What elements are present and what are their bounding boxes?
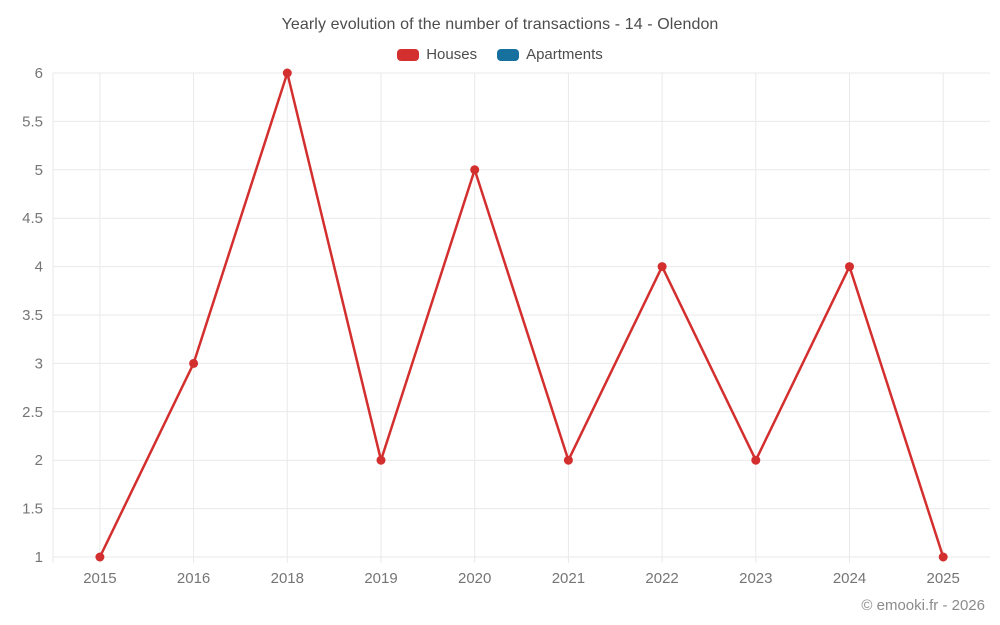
y-tick-label: 4.5: [22, 210, 43, 227]
y-tick-label: 6: [35, 65, 43, 82]
legend-label: Apartments: [526, 46, 603, 63]
y-tick-label: 1: [35, 549, 43, 566]
y-tick-label: 4: [35, 259, 43, 276]
y-tick-label: 3.5: [22, 307, 43, 324]
x-tick-label: 2019: [364, 570, 397, 587]
data-point[interactable]: [751, 455, 761, 465]
y-tick-label: 2.5: [22, 404, 43, 421]
y-tick-label: 1.5: [22, 501, 43, 518]
legend-item-houses[interactable]: Houses: [397, 46, 477, 63]
data-point[interactable]: [189, 358, 199, 368]
legend-label: Houses: [426, 46, 478, 63]
x-tick-label: 2015: [83, 570, 116, 587]
legend-item-apartments[interactable]: Apartments: [497, 46, 603, 63]
y-tick-label: 3: [35, 355, 43, 372]
data-point[interactable]: [282, 68, 292, 78]
data-point[interactable]: [563, 455, 573, 465]
legend-swatch-apartments: [497, 48, 520, 61]
series-line-houses: [98, 71, 945, 559]
x-tick-label: 2020: [458, 570, 491, 587]
x-tick-label: 2021: [552, 570, 585, 587]
data-point[interactable]: [938, 552, 948, 562]
watermark-credit: © emooki.fr - 2026: [861, 597, 985, 614]
y-tick-label: 5: [35, 162, 43, 179]
y-tick-label: 5.5: [22, 113, 43, 130]
data-point[interactable]: [470, 165, 480, 175]
x-tick-label: 2024: [833, 570, 866, 587]
x-tick-label: 2025: [927, 570, 960, 587]
x-tick-label: 2023: [739, 570, 772, 587]
legend-swatch-houses: [397, 48, 420, 61]
x-tick-label: 2018: [271, 570, 304, 587]
data-point[interactable]: [95, 552, 105, 562]
chart-legend: Houses Apartments: [0, 46, 1000, 63]
data-point[interactable]: [376, 455, 386, 465]
x-tick-label: 2016: [177, 570, 210, 587]
data-point[interactable]: [657, 262, 667, 272]
y-tick-label: 2: [35, 452, 43, 469]
chart-title: Yearly evolution of the number of transa…: [281, 16, 719, 33]
x-tick-label: 2022: [645, 570, 678, 587]
data-point[interactable]: [845, 262, 854, 272]
